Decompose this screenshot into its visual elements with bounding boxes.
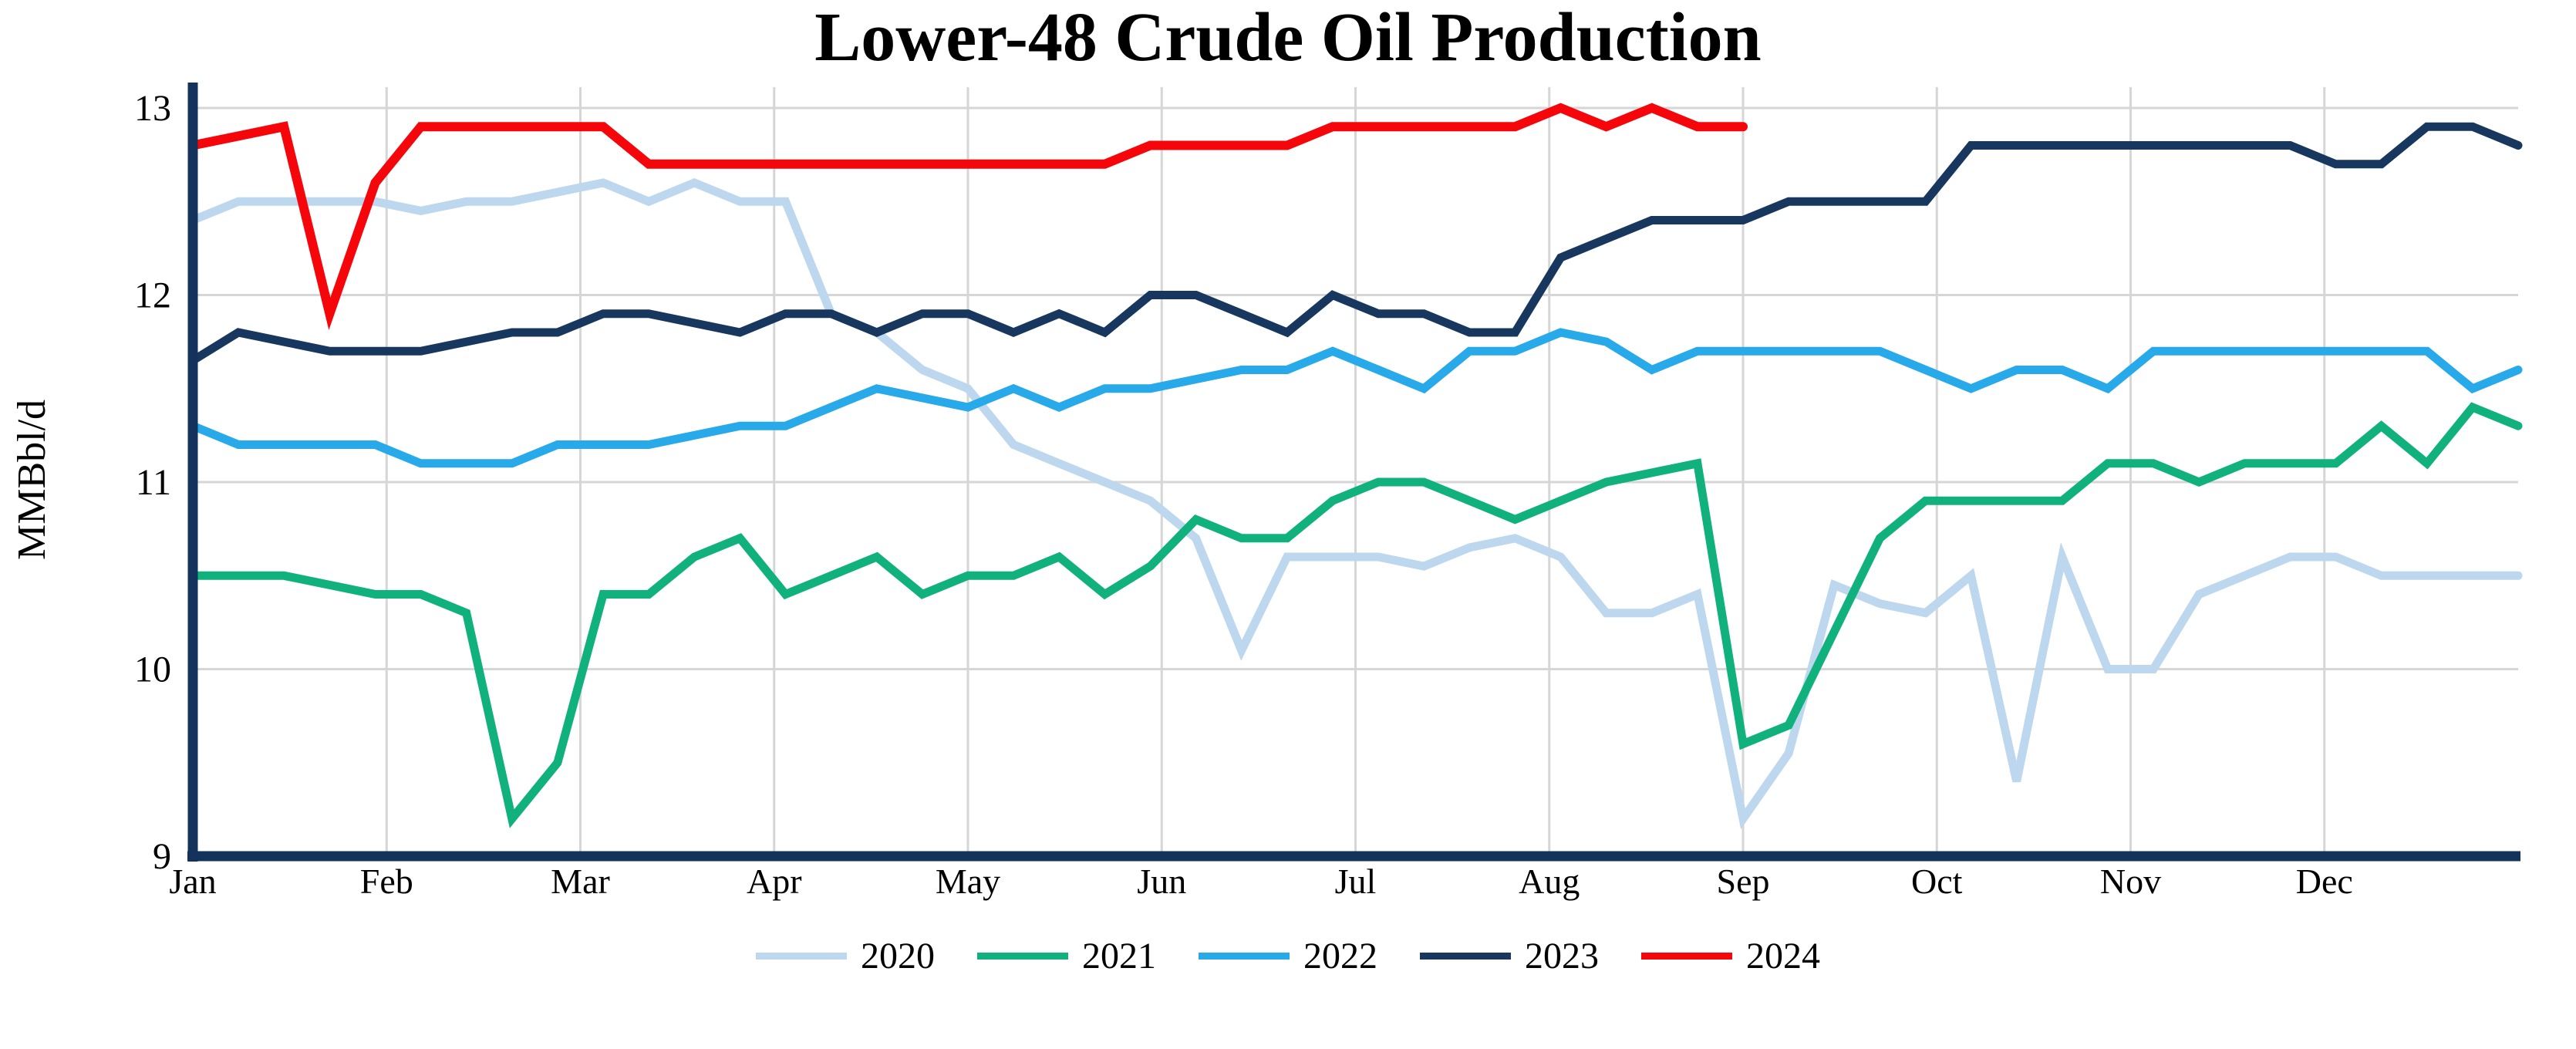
legend-swatch-2020 <box>756 953 847 960</box>
x-month-label: Nov <box>2100 862 2161 901</box>
data-series <box>188 103 2523 830</box>
y-tick-label: 12 <box>134 275 171 316</box>
series-line-2023 <box>188 122 2523 365</box>
y-tick-label: 9 <box>153 836 171 877</box>
legend-item-2024: 2024 <box>1641 935 1820 977</box>
legend-item-2020: 2020 <box>756 935 935 977</box>
gridlines <box>193 87 2518 856</box>
axes <box>187 83 2520 862</box>
legend-label: 2023 <box>1525 936 1599 976</box>
legend-item-2023: 2023 <box>1420 935 1599 977</box>
x-month-label: Feb <box>360 862 413 901</box>
legend-label: 2024 <box>1746 936 1820 976</box>
x-month-label: Oct <box>1911 862 1963 901</box>
series-line-2020 <box>188 178 2523 830</box>
legend-swatch-2023 <box>1420 953 1511 960</box>
x-month-label: Jan <box>169 862 216 901</box>
y-axis-title: MMBbl/d <box>10 400 54 560</box>
legend-label: 2022 <box>1303 936 1377 976</box>
legend-swatch-2024 <box>1641 953 1732 960</box>
legend-item-2021: 2021 <box>977 935 1156 977</box>
x-month-label: Apr <box>747 862 802 901</box>
legend-label: 2021 <box>1082 936 1156 976</box>
y-tick-label: 13 <box>134 88 171 129</box>
chart-title: Lower-48 Crude Oil Production <box>814 0 1762 76</box>
x-month-label: Jul <box>1335 862 1377 901</box>
legend-swatch-2022 <box>1199 953 1290 960</box>
legend: 2020 2021 2022 2023 2024 <box>0 935 2576 977</box>
legend-label: 2020 <box>861 936 935 976</box>
legend-item-2022: 2022 <box>1199 935 1377 977</box>
x-month-label: Sep <box>1717 862 1770 901</box>
series-line-2024 <box>188 103 1748 330</box>
x-month-labels: Jan Feb Mar Apr May Jun Jul Aug Sep Oct Nov Dec <box>169 862 2352 901</box>
x-month-label: Dec <box>2296 862 2353 901</box>
x-month-label: Mar <box>551 862 610 901</box>
y-tick-label: 11 <box>136 462 171 503</box>
x-month-label: Aug <box>1519 862 1580 901</box>
series-line-2021 <box>188 402 2523 828</box>
series-line-2022 <box>188 328 2523 468</box>
legend-swatch-2021 <box>977 953 1068 960</box>
x-month-label: May <box>936 862 1000 901</box>
x-month-label: Jun <box>1137 862 1186 901</box>
y-tick-labels: 13 12 11 10 9 <box>134 88 171 877</box>
y-tick-label: 10 <box>134 649 171 690</box>
